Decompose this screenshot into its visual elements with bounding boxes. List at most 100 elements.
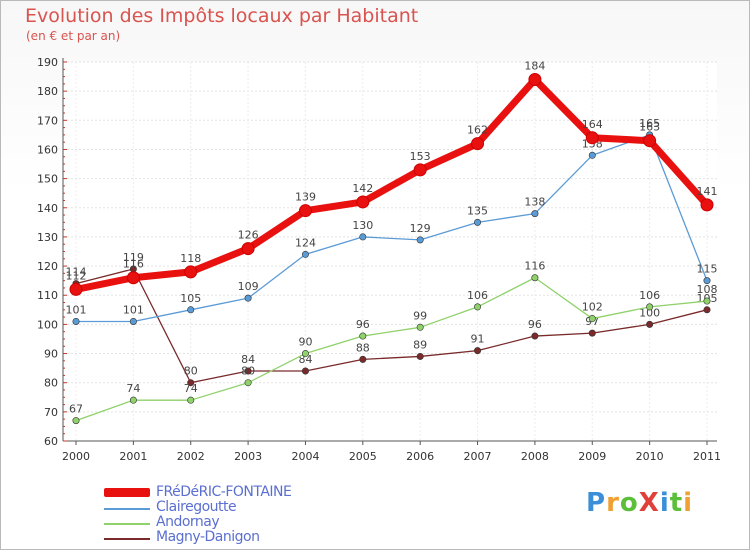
- x-tick-label: 2006: [406, 450, 434, 463]
- data-label: 105: [180, 292, 201, 305]
- data-point: [301, 367, 309, 375]
- data-point: [241, 242, 255, 256]
- chart-subtitle: (en € et par an): [26, 29, 121, 43]
- data-label: 67: [69, 403, 83, 416]
- legend-swatch: [104, 508, 150, 510]
- data-label: 162: [467, 124, 488, 137]
- data-label: 116: [524, 260, 545, 273]
- x-tick-label: 2002: [177, 450, 205, 463]
- data-point: [184, 265, 198, 279]
- series-line-2: [75, 277, 708, 422]
- data-label: 74: [184, 382, 198, 395]
- y-tick-label: 160: [37, 143, 58, 156]
- y-tick-label: 130: [37, 231, 58, 244]
- data-point: [416, 352, 424, 360]
- proxiti-logo: ProXiti: [586, 488, 694, 518]
- data-label: 101: [123, 303, 144, 316]
- y-tick-label: 90: [44, 348, 58, 361]
- y-tick-label: 140: [37, 202, 58, 215]
- data-point: [703, 297, 711, 305]
- y-tick-label: 80: [44, 377, 58, 390]
- x-tick-label: 2010: [636, 450, 664, 463]
- data-label: 165: [639, 117, 660, 130]
- legend-swatch: [104, 488, 150, 497]
- data-point: [474, 303, 482, 311]
- x-tick-label: 2011: [693, 450, 721, 463]
- data-label: 84: [298, 353, 312, 366]
- data-point: [244, 379, 252, 387]
- data-label: 99: [413, 309, 427, 322]
- data-label: 118: [180, 252, 201, 265]
- data-point: [531, 210, 539, 218]
- data-label: 126: [238, 229, 259, 242]
- data-point: [301, 350, 309, 358]
- y-tick-label: 60: [44, 435, 58, 448]
- data-label: 153: [410, 150, 431, 163]
- data-point: [298, 204, 312, 218]
- series-line-1: [75, 134, 708, 323]
- data-label: 101: [66, 303, 87, 316]
- y-tick-label: 170: [37, 114, 58, 127]
- data-label: 106: [467, 289, 488, 302]
- legend-label: Magny-Danigon: [156, 529, 260, 545]
- y-tick-label: 120: [37, 260, 58, 273]
- data-point: [72, 417, 80, 425]
- data-point: [187, 396, 195, 404]
- data-point: [301, 250, 309, 258]
- data-point: [588, 329, 596, 337]
- y-tick-label: 70: [44, 406, 58, 419]
- x-tick-label: 2004: [291, 450, 319, 463]
- data-point: [646, 303, 654, 311]
- legend-label: Andornay: [156, 514, 220, 530]
- data-point: [531, 274, 539, 282]
- data-point: [356, 195, 370, 209]
- data-point: [359, 355, 367, 363]
- data-label: 114: [66, 266, 87, 279]
- x-tick-label: 2003: [234, 450, 262, 463]
- data-point: [72, 317, 80, 325]
- x-tick-label: 2005: [349, 450, 377, 463]
- y-tick-label: 150: [37, 173, 58, 186]
- data-label: 112: [66, 269, 87, 282]
- x-tick-label: 2001: [119, 450, 147, 463]
- y-tick-label: 110: [37, 289, 58, 302]
- legend-swatch: [104, 538, 150, 540]
- series-line-3: [75, 268, 708, 384]
- y-tick-label: 190: [37, 56, 58, 69]
- data-label: 163: [639, 121, 660, 134]
- data-label: 106: [639, 289, 660, 302]
- data-label: 90: [298, 336, 312, 349]
- data-point: [244, 367, 252, 375]
- data-label: 141: [697, 185, 718, 198]
- data-point: [69, 282, 83, 296]
- x-tick-label: 2000: [62, 450, 90, 463]
- data-point: [474, 347, 482, 355]
- data-label: 84: [241, 353, 255, 366]
- y-tick-label: 100: [37, 318, 58, 331]
- data-point: [129, 396, 137, 404]
- data-label: 115: [697, 263, 718, 276]
- data-label: 164: [582, 118, 603, 131]
- data-label: 96: [356, 318, 370, 331]
- data-label: 138: [524, 196, 545, 209]
- data-label: 184: [524, 59, 545, 72]
- data-label: 88: [356, 341, 370, 354]
- data-label: 80: [241, 365, 255, 378]
- data-point: [588, 315, 596, 323]
- data-point: [126, 271, 140, 285]
- data-label: 96: [528, 318, 542, 331]
- data-point: [359, 233, 367, 241]
- data-label: 129: [410, 222, 431, 235]
- data-label: 142: [352, 182, 373, 195]
- data-point: [703, 306, 711, 314]
- data-label: 108: [697, 283, 718, 296]
- data-label: 119: [123, 251, 144, 264]
- data-point: [643, 134, 657, 148]
- data-point: [703, 277, 711, 285]
- data-point: [646, 320, 654, 328]
- data-point: [588, 151, 596, 159]
- data-label: 116: [123, 258, 144, 271]
- data-label: 135: [467, 204, 488, 217]
- plot-area: [63, 62, 717, 441]
